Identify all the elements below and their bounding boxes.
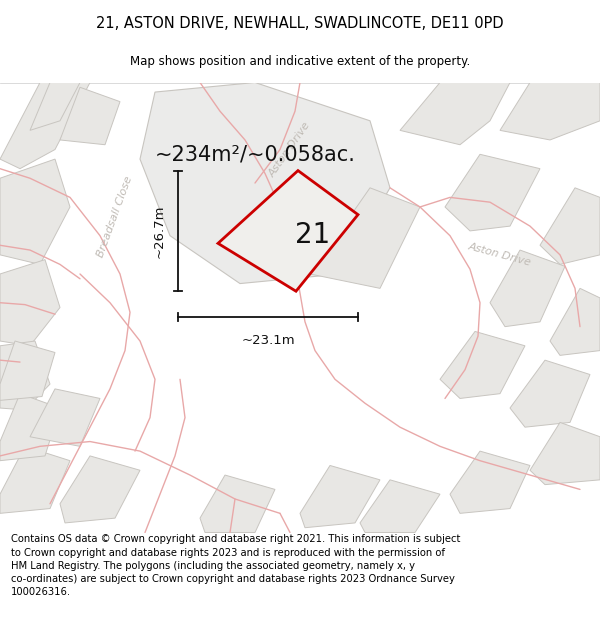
Polygon shape bbox=[500, 82, 600, 140]
Text: ~26.7m: ~26.7m bbox=[153, 204, 166, 258]
Polygon shape bbox=[310, 188, 420, 288]
Polygon shape bbox=[445, 154, 540, 231]
Polygon shape bbox=[400, 82, 510, 145]
Polygon shape bbox=[510, 360, 590, 427]
Text: ~234m²/~0.058ac.: ~234m²/~0.058ac. bbox=[155, 144, 355, 164]
Text: 21: 21 bbox=[295, 221, 330, 249]
Polygon shape bbox=[440, 331, 525, 399]
Text: Map shows position and indicative extent of the property.: Map shows position and indicative extent… bbox=[130, 56, 470, 68]
Polygon shape bbox=[0, 341, 55, 401]
Polygon shape bbox=[550, 288, 600, 356]
Polygon shape bbox=[30, 82, 80, 131]
Text: Breadsall Close: Breadsall Close bbox=[95, 174, 134, 259]
Polygon shape bbox=[360, 480, 440, 532]
Polygon shape bbox=[60, 456, 140, 523]
Polygon shape bbox=[0, 82, 90, 169]
Polygon shape bbox=[0, 159, 70, 264]
Polygon shape bbox=[200, 475, 275, 532]
Polygon shape bbox=[540, 188, 600, 264]
Polygon shape bbox=[490, 250, 565, 327]
Text: Contains OS data © Crown copyright and database right 2021. This information is : Contains OS data © Crown copyright and d… bbox=[11, 534, 460, 597]
Polygon shape bbox=[0, 446, 70, 513]
Polygon shape bbox=[0, 394, 60, 461]
Polygon shape bbox=[218, 171, 358, 291]
Polygon shape bbox=[450, 451, 530, 513]
Text: ~23.1m: ~23.1m bbox=[241, 334, 295, 348]
Text: 21, ASTON DRIVE, NEWHALL, SWADLINCOTE, DE11 0PD: 21, ASTON DRIVE, NEWHALL, SWADLINCOTE, D… bbox=[96, 16, 504, 31]
Polygon shape bbox=[300, 466, 380, 528]
Polygon shape bbox=[60, 88, 120, 145]
Polygon shape bbox=[530, 422, 600, 484]
Polygon shape bbox=[140, 82, 390, 284]
Polygon shape bbox=[0, 341, 50, 410]
Text: Aston Drive: Aston Drive bbox=[467, 242, 533, 268]
Polygon shape bbox=[30, 389, 100, 446]
Text: Aston Drive: Aston Drive bbox=[267, 120, 313, 179]
Polygon shape bbox=[0, 259, 60, 346]
